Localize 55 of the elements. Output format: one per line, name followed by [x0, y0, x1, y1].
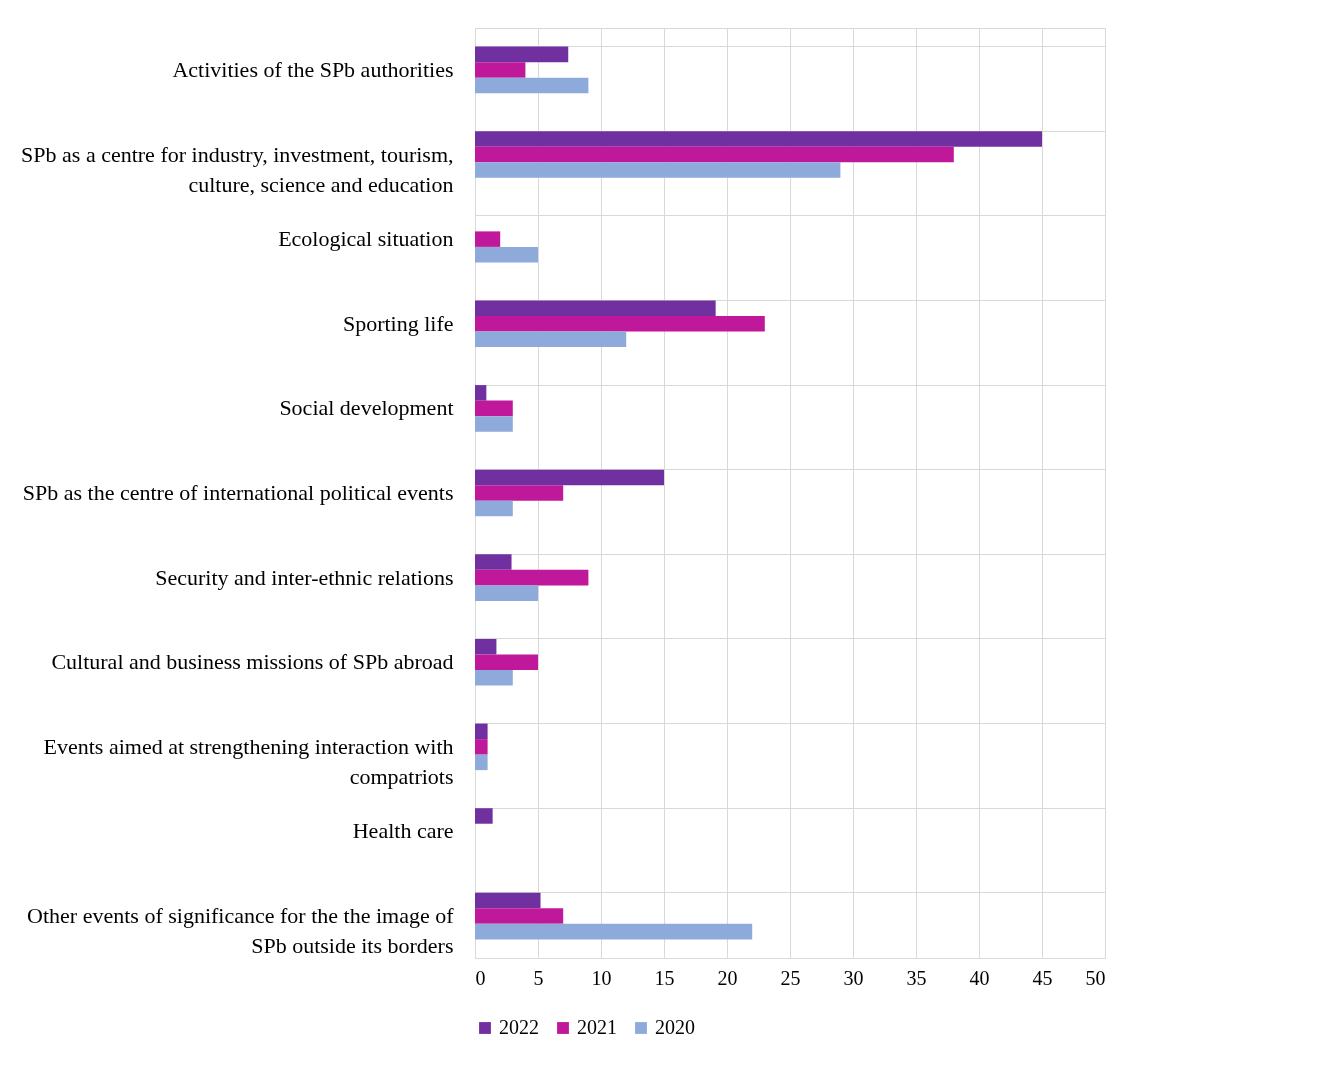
- y-tick-label: Other events of significance for the the image of SPb outside its borders: [27, 903, 455, 959]
- bar: [475, 146, 954, 163]
- y-tick-label: Security and inter-ethnic relations: [155, 564, 454, 590]
- bar: [475, 723, 488, 740]
- legend-label: 2021: [577, 1016, 617, 1038]
- bar: [475, 754, 488, 771]
- x-tick-label: 5: [533, 966, 544, 989]
- y-tick-label: Social development: [279, 395, 454, 421]
- bar: [475, 469, 664, 486]
- x-tick-label: 0: [475, 966, 486, 989]
- y-tick-label: Events aimed at strengthening interaction with compatriots: [43, 733, 454, 789]
- x-tick-label: 35: [906, 966, 927, 989]
- bar: [475, 554, 512, 570]
- bar: [475, 62, 526, 78]
- bar: [475, 638, 497, 655]
- legend-label: 2022: [499, 1016, 539, 1038]
- bar: [475, 485, 564, 501]
- bar: [475, 46, 569, 63]
- bar: [475, 300, 716, 316]
- x-tick-label: 10: [591, 966, 612, 989]
- y-tick-label: SPb as the centre of international political events: [22, 480, 454, 505]
- bar: [475, 416, 513, 432]
- y-tick-label: Sporting life: [342, 310, 454, 336]
- bar: [475, 670, 513, 686]
- bar: [475, 77, 589, 94]
- bar: [475, 316, 765, 332]
- x-tick-label: 45: [1032, 966, 1053, 989]
- bar: [475, 331, 627, 348]
- bar: [475, 923, 753, 940]
- bar: [475, 569, 589, 586]
- x-tick-label: 30: [843, 966, 864, 989]
- bar: [475, 385, 487, 401]
- x-tick-label: 40: [969, 966, 990, 989]
- bar: [475, 500, 513, 517]
- y-tick-label: Ecological situation: [278, 226, 454, 252]
- bar: [475, 892, 541, 909]
- bar: [475, 231, 501, 247]
- x-tick-label: 20: [717, 966, 738, 989]
- bar: [475, 908, 564, 924]
- bar: [475, 246, 538, 263]
- bar: [475, 739, 488, 755]
- bar: [475, 654, 538, 670]
- bar: [475, 131, 1042, 147]
- y-tick-label: Activities of the SPb authorities: [172, 56, 454, 82]
- x-tick-label: 50: [1085, 966, 1106, 989]
- y-tick-label: Cultural and business missions of SPb abroad: [51, 649, 454, 675]
- y-tick-label: SPb as a centre for industry, investment, tourism, culture, science and education: [21, 141, 454, 197]
- legend-label: 2020: [655, 1016, 695, 1038]
- bar: [475, 400, 513, 417]
- x-tick-label: 25: [780, 966, 801, 989]
- y-tick-label: Health care: [352, 818, 454, 844]
- bar: [475, 808, 493, 824]
- bar: [475, 585, 538, 601]
- x-tick-label: 15: [654, 966, 675, 989]
- bar: [475, 162, 841, 178]
